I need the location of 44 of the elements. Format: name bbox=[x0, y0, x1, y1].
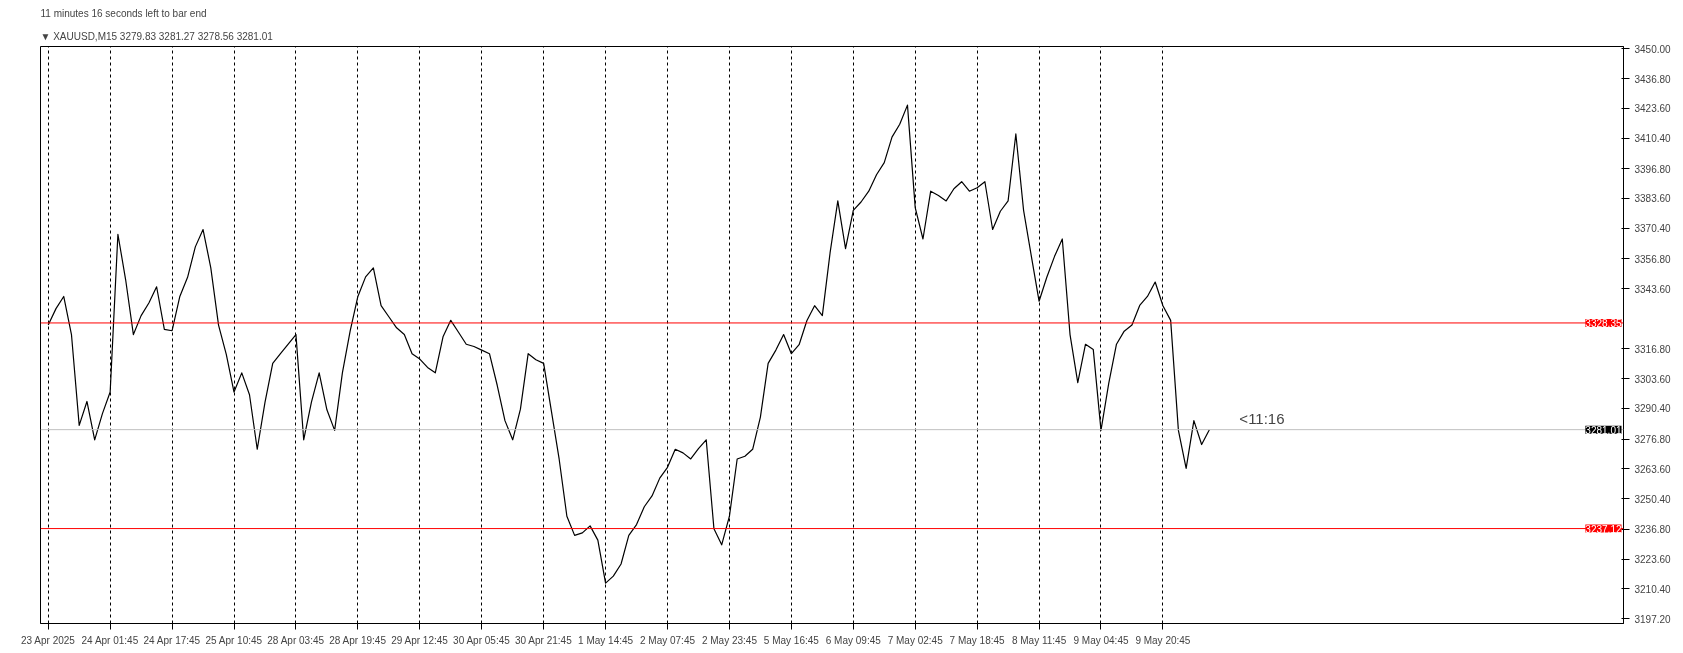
x-tick-label: 25 Apr 10:45 bbox=[205, 634, 263, 646]
y-tick-label: 3423.60 bbox=[1634, 103, 1672, 115]
x-tick-label: 30 Apr 21:45 bbox=[515, 634, 573, 646]
x-tick-label: 30 Apr 05:45 bbox=[453, 634, 511, 646]
chart-title: ▼ XAUUSD,M15 3279.83 3281.27 3278.56 3281.01 bbox=[40, 30, 274, 42]
x-tick-label: 9 May 20:45 bbox=[1135, 634, 1191, 646]
x-tick-label: 7 May 18:45 bbox=[949, 634, 1006, 646]
y-tick-label: 3343.60 bbox=[1634, 283, 1672, 295]
x-tick-label: 8 May 11:45 bbox=[1011, 634, 1067, 646]
y-tick-label: 3197.20 bbox=[1634, 613, 1672, 625]
x-tick-label: 29 Apr 12:45 bbox=[391, 634, 449, 646]
y-tick-label: 3410.40 bbox=[1634, 133, 1672, 145]
x-tick-label: 9 May 04:45 bbox=[1073, 634, 1129, 646]
y-tick-label: 3316.80 bbox=[1634, 343, 1672, 355]
ref-line-label: 3328.35 bbox=[1585, 317, 1622, 329]
chart-subtitle: 11 minutes 16 seconds left to bar end bbox=[40, 7, 207, 19]
y-tick-label: 3236.80 bbox=[1634, 524, 1672, 536]
x-tick-label: 28 Apr 03:45 bbox=[267, 634, 325, 646]
x-tick-label: 24 Apr 17:45 bbox=[143, 634, 201, 646]
x-tick-label: 2 May 23:45 bbox=[701, 634, 758, 646]
x-tick-label: 6 May 09:45 bbox=[825, 634, 882, 646]
y-tick-label: 3290.40 bbox=[1634, 403, 1672, 415]
y-tick-label: 3276.80 bbox=[1634, 434, 1672, 446]
y-tick-label: 3396.80 bbox=[1634, 163, 1672, 175]
y-tick-label: 3356.80 bbox=[1634, 253, 1672, 265]
x-tick-label: 23 Apr 2025 bbox=[21, 634, 76, 646]
x-tick-label: 28 Apr 19:45 bbox=[329, 634, 387, 646]
x-tick-label: 5 May 16:45 bbox=[763, 634, 820, 646]
x-tick-label: 7 May 02:45 bbox=[887, 634, 944, 646]
y-tick-label: 3303.60 bbox=[1634, 373, 1672, 385]
y-tick-label: 3450.00 bbox=[1634, 43, 1672, 55]
y-tick-label: 3263.60 bbox=[1634, 463, 1672, 475]
y-tick-label: 3210.40 bbox=[1634, 583, 1672, 595]
ref-line-label: 3237.12 bbox=[1585, 523, 1622, 535]
y-tick-label: 3223.60 bbox=[1634, 554, 1672, 566]
annotation: <11:16 bbox=[1239, 410, 1285, 427]
y-tick-label: 3383.60 bbox=[1634, 193, 1672, 205]
x-tick-label: 1 May 14:45 bbox=[578, 634, 634, 646]
y-tick-label: 3436.80 bbox=[1634, 73, 1672, 85]
x-tick-label: 2 May 07:45 bbox=[639, 634, 696, 646]
x-tick-label: 24 Apr 01:45 bbox=[81, 634, 139, 646]
y-tick-label: 3370.40 bbox=[1634, 223, 1672, 235]
ref-line-label: 3281.01 bbox=[1585, 424, 1622, 436]
y-tick-label: 3250.40 bbox=[1634, 493, 1672, 505]
